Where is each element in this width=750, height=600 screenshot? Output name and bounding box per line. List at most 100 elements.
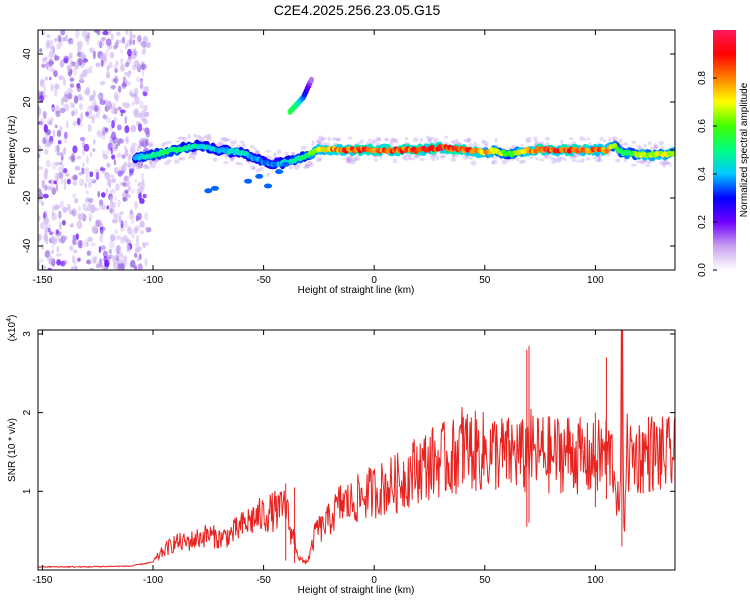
y-tick-label: 40	[22, 48, 33, 60]
noise-speckle	[91, 256, 94, 265]
halo-speckle	[539, 141, 545, 144]
noise-speckle	[71, 208, 77, 217]
noise-speckle	[50, 249, 55, 254]
noise-speckle	[136, 238, 140, 246]
noise-speckle	[124, 79, 128, 84]
snr-y-multiplier: (x104)	[6, 315, 18, 342]
halo-speckle	[148, 143, 154, 148]
trace-cell	[672, 150, 675, 156]
noise-speckle	[43, 124, 48, 133]
noise-speckle	[72, 265, 78, 270]
noise-speckle	[93, 138, 96, 145]
noise-speckle	[72, 260, 78, 265]
noise-speckle	[69, 245, 74, 252]
noise-speckle	[64, 91, 68, 98]
colorbar: 0.0 0.2 0.4 0.6 0.8 Normalized spectral ampl…	[697, 30, 750, 277]
noise-speckle	[44, 76, 49, 81]
noise-speckle	[77, 257, 81, 262]
halo-speckle	[558, 158, 562, 163]
noise-speckle	[114, 196, 117, 201]
noise-speckle	[44, 149, 49, 155]
halo-speckle	[519, 159, 523, 164]
noise-speckle	[124, 258, 128, 267]
noise-speckle	[101, 126, 108, 135]
noise-speckle	[39, 222, 46, 230]
noise-speckle	[136, 76, 140, 83]
halo-speckle	[668, 162, 672, 167]
halo-speckle	[354, 155, 361, 161]
x-tick-label: 100	[587, 275, 604, 286]
noise-speckle	[136, 255, 140, 262]
halo-speckle	[349, 159, 356, 165]
noise-speckle	[136, 161, 142, 169]
noise-speckle	[44, 140, 50, 147]
halo-speckle	[432, 137, 439, 142]
halo-speckle	[468, 143, 473, 148]
noise-speckle	[124, 125, 130, 134]
spectrogram-y-label: Frequency (Hz)	[7, 116, 18, 185]
halo-speckle	[450, 140, 455, 144]
halo-speckle	[529, 155, 534, 160]
halo-speckle	[535, 140, 539, 144]
noise-speckle	[45, 159, 51, 168]
noise-speckle	[42, 58, 47, 63]
halo-speckle	[187, 134, 191, 139]
noise-speckle	[45, 226, 49, 231]
noise-speckle	[114, 228, 118, 236]
halo-speckle	[311, 140, 315, 146]
noise-speckle	[50, 117, 54, 122]
halo-speckle	[163, 141, 169, 145]
noise-speckle	[126, 163, 133, 168]
noise-speckle	[81, 30, 88, 38]
noise-speckle	[77, 239, 83, 249]
noise-speckle	[90, 105, 95, 111]
noise-speckle	[145, 131, 150, 138]
noise-speckle	[126, 39, 131, 47]
noise-speckle	[116, 31, 121, 37]
halo-speckle	[370, 140, 375, 145]
noise-speckle	[63, 137, 68, 144]
halo-speckle	[660, 146, 665, 150]
noise-speckle	[144, 226, 149, 231]
noise-speckle	[97, 190, 101, 198]
halo-speckle	[521, 159, 526, 164]
noise-speckle	[111, 119, 115, 129]
noise-speckle	[41, 63, 46, 69]
noise-speckle	[139, 220, 145, 228]
noise-speckle	[57, 34, 62, 43]
noise-speckle	[100, 192, 106, 198]
noise-speckle	[114, 42, 119, 48]
halo-speckle	[375, 136, 382, 142]
noise-speckle	[96, 219, 102, 227]
noise-speckle	[124, 189, 129, 194]
noise-speckle	[46, 185, 53, 191]
noise-speckle	[48, 76, 52, 81]
halo-speckle	[178, 136, 185, 140]
noise-speckle	[40, 80, 44, 85]
noise-speckle	[72, 181, 78, 186]
halo-speckle	[481, 139, 486, 144]
noise-speckle	[76, 84, 82, 93]
noise-speckle	[70, 266, 74, 270]
halo-speckle	[501, 159, 508, 165]
noise-speckle	[91, 116, 95, 124]
noise-speckle	[55, 110, 61, 118]
halo-speckle	[403, 154, 409, 158]
halo-speckle	[611, 136, 618, 142]
halo-speckle	[575, 160, 582, 163]
noise-speckle	[53, 70, 58, 78]
noise-speckle	[99, 99, 106, 106]
colorbar-tick-label: 0.6	[697, 119, 708, 133]
noise-speckle	[115, 39, 119, 45]
noise-speckle	[89, 217, 92, 222]
halo-speckle	[318, 135, 324, 141]
halo-speckle	[439, 155, 444, 159]
noise-speckle	[56, 246, 60, 253]
halo-speckle	[225, 138, 231, 142]
noise-speckle	[106, 149, 110, 155]
halo-speckle	[268, 156, 274, 160]
noise-speckle	[120, 112, 124, 117]
halo-speckle	[630, 163, 637, 167]
noise-speckle	[117, 152, 122, 158]
